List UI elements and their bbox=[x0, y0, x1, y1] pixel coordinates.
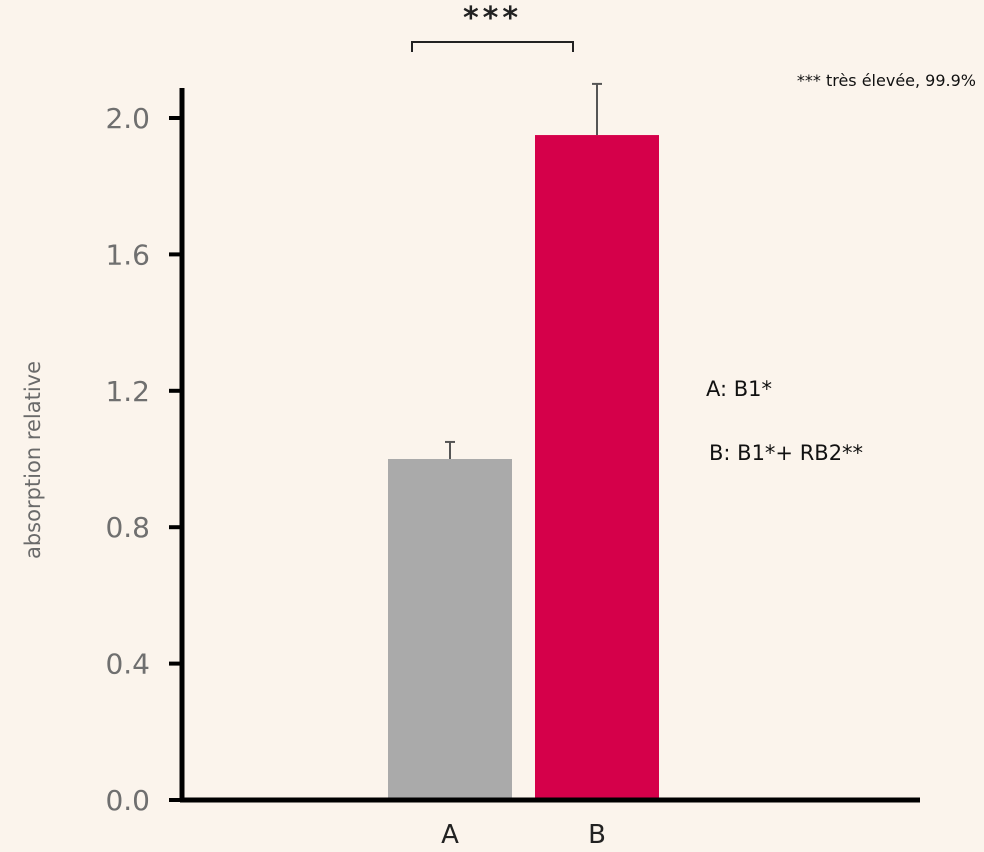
y-tick-label: 2.0 bbox=[105, 102, 150, 135]
y-axis-ticks: 0.0 0.4 0.8 1.2 1.6 2.0 bbox=[105, 102, 182, 817]
y-tick-label: 0.0 bbox=[105, 784, 150, 817]
bar-a bbox=[388, 459, 512, 800]
significance-bracket: *** bbox=[411, 1, 574, 52]
bar-b bbox=[535, 135, 659, 801]
bars bbox=[388, 135, 659, 801]
y-tick-label: 1.2 bbox=[105, 375, 150, 408]
significance-bracket-line bbox=[411, 41, 574, 52]
y-tick-label: 1.6 bbox=[105, 238, 150, 271]
significance-stars: *** bbox=[463, 1, 522, 36]
significance-note: *** très élevée, 99.9% bbox=[797, 71, 976, 90]
x-tick-label: A bbox=[441, 820, 459, 850]
legend-entry-b: B: B1*+ RB2** bbox=[709, 441, 863, 465]
y-axis-title: absorption relative bbox=[21, 361, 45, 559]
y-tick-label: 0.4 bbox=[105, 648, 150, 681]
y-tick-label: 0.8 bbox=[105, 511, 150, 544]
x-tick-label: B bbox=[588, 820, 606, 850]
legend-entry-a: A: B1* bbox=[706, 377, 772, 401]
error-bars bbox=[445, 82, 602, 459]
